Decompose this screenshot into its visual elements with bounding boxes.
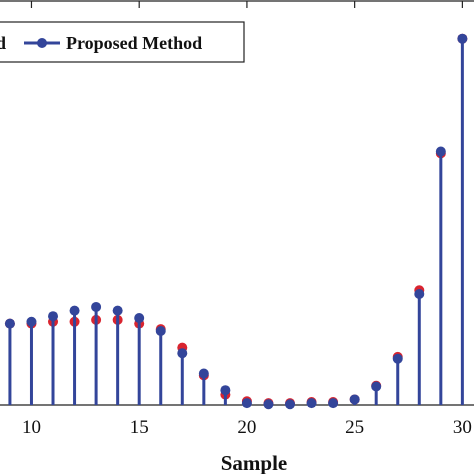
stem-marker-s2-16	[155, 326, 166, 336]
stem-marker-s2-25	[349, 394, 360, 405]
legend-marker-series-2	[37, 38, 47, 48]
stem-marker-s2-27	[392, 353, 403, 364]
stem-marker-s2-19	[220, 385, 231, 396]
stem-series	[4, 33, 468, 410]
stem-marker-s2-24	[328, 398, 339, 409]
legend-label-series-1: d	[0, 33, 6, 53]
stem-marker-s2-13	[91, 301, 102, 312]
stem-marker-s2-15	[134, 313, 145, 324]
x-tick-labels: 10 15 20 25 30	[22, 417, 472, 438]
x-tick-label-25: 25	[345, 417, 364, 438]
stem-marker-s2-29	[435, 146, 446, 157]
stem-marker-s2-22	[285, 399, 296, 410]
x-tick-label-20: 20	[237, 417, 256, 438]
x-tick-label-10: 10	[22, 417, 41, 438]
stem-marker-s2-21	[263, 399, 274, 410]
x-tick-label-30: 30	[453, 417, 472, 438]
stem-marker-s2-11	[48, 311, 59, 322]
stem-marker-s2-10	[26, 316, 37, 327]
x-axis-label: Sample	[221, 451, 288, 474]
stem-marker-s2-18	[198, 368, 209, 379]
stem-marker-s2-17	[177, 348, 188, 359]
stem-marker-s2-9	[4, 318, 15, 329]
x-tick-label-15: 15	[130, 417, 149, 438]
legend-label-series-2: Proposed Method	[66, 33, 202, 53]
stem-marker-s2-23	[306, 398, 317, 409]
legend-box	[0, 21, 245, 63]
stem-marker-s2-14	[112, 305, 123, 316]
stem-marker-s2-12	[69, 305, 80, 316]
stem-marker-s2-26	[371, 381, 382, 392]
plot-frame	[0, 0, 474, 406]
stem-marker-s2-28	[414, 289, 425, 299]
series-2	[4, 33, 468, 410]
stem-marker-s2-20	[241, 398, 252, 409]
stem-marker-s2-30	[457, 33, 468, 44]
legend: d Proposed Method	[0, 21, 245, 63]
